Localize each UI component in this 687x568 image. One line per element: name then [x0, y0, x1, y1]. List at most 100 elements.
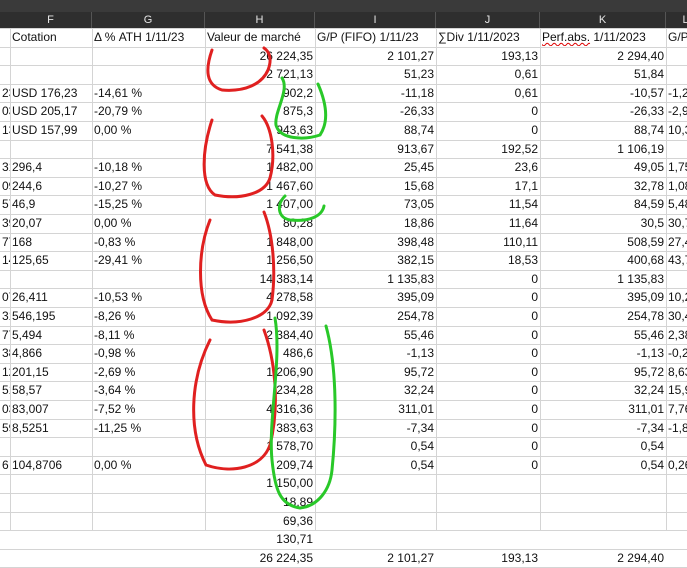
cell-i[interactable]	[315, 474, 436, 492]
cell-e[interactable]	[0, 530, 10, 548]
cell-g[interactable]	[92, 512, 205, 530]
cell-l[interactable]: 0,26	[668, 458, 687, 472]
cell-j[interactable]: 17,1	[514, 179, 538, 193]
cell-e[interactable]	[0, 140, 10, 158]
cell-i[interactable]: 1 135,83	[387, 272, 434, 286]
cell-g[interactable]	[92, 530, 205, 548]
cell-e[interactable]: 77	[2, 328, 10, 342]
column-letter-j[interactable]: J	[436, 12, 540, 28]
cell-e[interactable]: 38	[2, 346, 10, 360]
cell-h[interactable]: 1 206,90	[266, 365, 313, 379]
cell-l[interactable]: 43,7	[668, 253, 687, 267]
cell-k[interactable]	[540, 474, 666, 492]
cell-j[interactable]: 0	[531, 123, 538, 137]
cell-f[interactable]: 20,07	[12, 216, 43, 230]
cell-e[interactable]: 13	[2, 123, 10, 137]
cell-g[interactable]: -15,25 %	[94, 197, 143, 211]
cell-e[interactable]	[0, 47, 10, 65]
cell-l[interactable]: -0,2	[668, 346, 687, 360]
cell-e[interactable]	[0, 493, 10, 511]
cell-f[interactable]: USD 205,17	[12, 104, 78, 118]
cell-h[interactable]: 1 482,00	[266, 160, 313, 174]
cell-h[interactable]: 7 541,38	[266, 142, 313, 156]
cell-g[interactable]: -10,27 %	[94, 179, 143, 193]
column-letter-h[interactable]: H	[205, 12, 315, 28]
cell-j[interactable]: 0	[531, 328, 538, 342]
cell-l[interactable]: 8,63	[668, 365, 687, 379]
cell-e[interactable]: 12	[2, 365, 10, 379]
cell-e[interactable]: 23	[2, 86, 10, 100]
cell-g[interactable]: -8,26 %	[94, 309, 136, 323]
cell-h[interactable]: 4 278,58	[266, 290, 313, 304]
cell-e[interactable]: 6	[2, 458, 9, 472]
cell-h[interactable]: 383,63	[276, 421, 313, 435]
cell-e[interactable]: 77	[2, 235, 10, 249]
cell-e[interactable]	[0, 474, 10, 492]
cell-j[interactable]: 110,11	[503, 235, 538, 249]
cell-e[interactable]: 39	[2, 216, 10, 230]
cell-h[interactable]: 14 383,14	[259, 272, 313, 286]
cell-g[interactable]: -14,61 %	[94, 86, 143, 100]
cell-k[interactable]: 2 294,40	[617, 551, 664, 565]
cell-g[interactable]: 0,00 %	[94, 458, 132, 472]
cell-f[interactable]	[10, 140, 92, 158]
cell-k[interactable]	[540, 512, 666, 530]
cell-g[interactable]: -7,52 %	[94, 402, 136, 416]
cell-i[interactable]: 95,72	[403, 365, 434, 379]
cell-k[interactable]: 88,74	[633, 123, 664, 137]
cell-h[interactable]: 69,36	[282, 514, 313, 528]
cell-h[interactable]: 80,28	[282, 216, 313, 230]
cell-j[interactable]: 193,13	[501, 49, 538, 63]
cell-f[interactable]: 125,65	[12, 253, 49, 267]
header-cell-h[interactable]: Valeur de marché	[207, 30, 301, 44]
cell-j[interactable]: 0	[531, 439, 538, 453]
cell-l[interactable]: -1,8	[668, 421, 687, 435]
cell-k[interactable]: 400,68	[627, 253, 664, 267]
cell-h[interactable]: 130,71	[276, 532, 313, 546]
cell-k[interactable]	[540, 530, 666, 548]
cell-l[interactable]	[666, 549, 687, 567]
cell-f[interactable]: 546,195	[12, 309, 56, 323]
cell-f[interactable]: 5,494	[12, 328, 43, 342]
cell-e[interactable]: 03	[2, 402, 10, 416]
cell-k[interactable]: 395,09	[627, 290, 664, 304]
cell-j[interactable]	[436, 530, 540, 548]
cell-h[interactable]: 26 224,35	[259, 49, 313, 63]
cell-f[interactable]: 83,007	[12, 402, 49, 416]
cell-g[interactable]: -20,79 %	[94, 104, 143, 118]
cell-k[interactable]: -10,57	[629, 86, 664, 100]
cell-k[interactable]: 32,78	[633, 179, 664, 193]
cell-k[interactable]: 254,78	[627, 309, 664, 323]
cell-g[interactable]: 0,00 %	[94, 216, 132, 230]
cell-g[interactable]: -0,98 %	[94, 346, 136, 360]
cell-f[interactable]: 244,6	[12, 179, 43, 193]
cell-h[interactable]: 1 092,39	[266, 309, 313, 323]
cell-j[interactable]	[436, 493, 540, 511]
cell-g[interactable]: -10,18 %	[94, 160, 143, 174]
cell-g[interactable]: 0,00 %	[94, 123, 132, 137]
cell-l[interactable]: 10,3	[668, 123, 687, 137]
cell-i[interactable]: -1,13	[406, 346, 434, 360]
cell-g[interactable]: -8,11 %	[94, 328, 135, 342]
header-cell-i[interactable]: G/P (FIFO) 1/11/23	[317, 30, 419, 44]
cell-k[interactable]: 55,46	[633, 328, 664, 342]
cell-g[interactable]: -2,69 %	[94, 365, 136, 379]
cell-g[interactable]: -11,25 %	[94, 421, 142, 435]
cell-f[interactable]	[10, 270, 92, 288]
cell-h[interactable]: 902,2	[282, 86, 313, 100]
cell-f[interactable]: 201,15	[12, 365, 49, 379]
cell-f[interactable]: 46,9	[12, 197, 36, 211]
cell-k[interactable]: 84,59	[633, 197, 664, 211]
cell-j[interactable]	[436, 512, 540, 530]
cell-e[interactable]: 57	[2, 197, 10, 211]
cell-g[interactable]	[92, 270, 205, 288]
cell-j[interactable]: 0	[531, 290, 538, 304]
cell-g[interactable]	[92, 549, 205, 567]
cell-e[interactable]: 51	[2, 383, 10, 397]
cell-j[interactable]: 0	[531, 383, 538, 397]
cell-h[interactable]: 943,63	[276, 123, 313, 137]
header-cell-k[interactable]: Perf.abs. 1/11/2023	[542, 30, 646, 44]
cell-f[interactable]: 4,866	[12, 346, 43, 360]
cell-i[interactable]: 51,23	[403, 67, 434, 81]
column-letter-k[interactable]: K	[540, 12, 666, 28]
